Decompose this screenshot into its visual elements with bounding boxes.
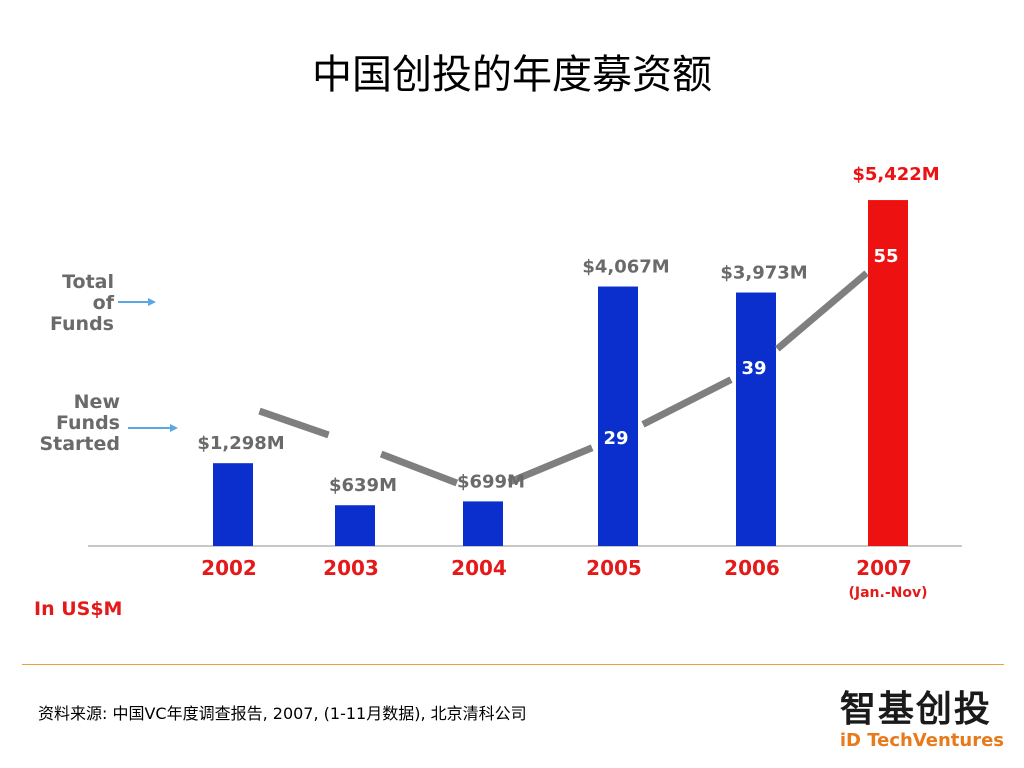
labels-group: 34 28 21 29 39 55 $1,298M $639M $699M $4,067M $3,9…: [197, 164, 939, 601]
x-tick-sublabel: (Jan.-Nov): [848, 585, 927, 601]
new-funds-value-label: 28: [340, 435, 365, 456]
new-funds-line-segment: [379, 450, 459, 487]
logo-english-text: iD TechVentures: [839, 730, 1004, 751]
legend-new-funds-label: New Funds Started: [39, 391, 120, 455]
source-note: 资料来源: 中国VC年度调查报告, 2007, (1-11月数据), 北京清科公…: [38, 704, 527, 723]
bars-group: [213, 200, 908, 546]
legend-arrowhead: [170, 424, 178, 432]
new-funds-value-label: 39: [741, 358, 766, 379]
bar-2006: [736, 292, 776, 546]
x-tick-label-2002: 2002: [201, 556, 257, 580]
footer-divider: [22, 664, 1004, 665]
legend-arrows: [118, 298, 178, 432]
new-funds-value-label: 29: [603, 428, 628, 449]
total-funds-value-label: $3,973M: [720, 263, 807, 284]
x-tick-label-2004: 2004: [451, 556, 507, 580]
x-tick-label-2006: 2006: [724, 556, 780, 580]
new-funds-line-segment: [641, 376, 733, 428]
x-tick-label-2005: 2005: [586, 556, 642, 580]
new-funds-line-segment: [258, 407, 330, 439]
new-funds-line-segment: [775, 270, 869, 352]
legend-total-funds-label: Total of Funds: [50, 271, 114, 335]
total-funds-value-label: $4,067M: [582, 257, 669, 278]
fundraising-chart: 34 28 21 29 39 55 $1,298M $639M $699M $4,067M $3,9…: [88, 164, 962, 601]
legend-arrowhead: [148, 298, 156, 306]
new-funds-line-segment: [507, 444, 594, 486]
page-title: 中国创投的年度募资额: [312, 52, 712, 98]
bar-2007: [868, 200, 908, 546]
logo-chinese-text: 智基创投: [839, 689, 992, 730]
unit-label: In US$M: [34, 598, 123, 620]
total-funds-value-label: $639M: [329, 475, 397, 496]
total-funds-value-label: $1,298M: [197, 433, 284, 454]
bar-2004: [463, 501, 503, 546]
new-funds-value-label: 55: [873, 246, 898, 267]
bar-2003: [335, 505, 375, 546]
new-funds-value-label: 34: [218, 393, 243, 414]
company-logo: 智基创投 iD TechVentures: [840, 690, 1004, 752]
total-funds-value-label: $699M: [457, 471, 525, 492]
bar-2005: [598, 286, 638, 546]
x-tick-label-2003: 2003: [323, 556, 379, 580]
new-funds-line-group: [258, 270, 869, 487]
new-funds-value-label: 21: [468, 484, 493, 505]
x-tick-label-2007: 2007: [856, 556, 912, 580]
bar-2002: [213, 463, 253, 546]
total-funds-value-label: $5,422M: [852, 164, 939, 185]
